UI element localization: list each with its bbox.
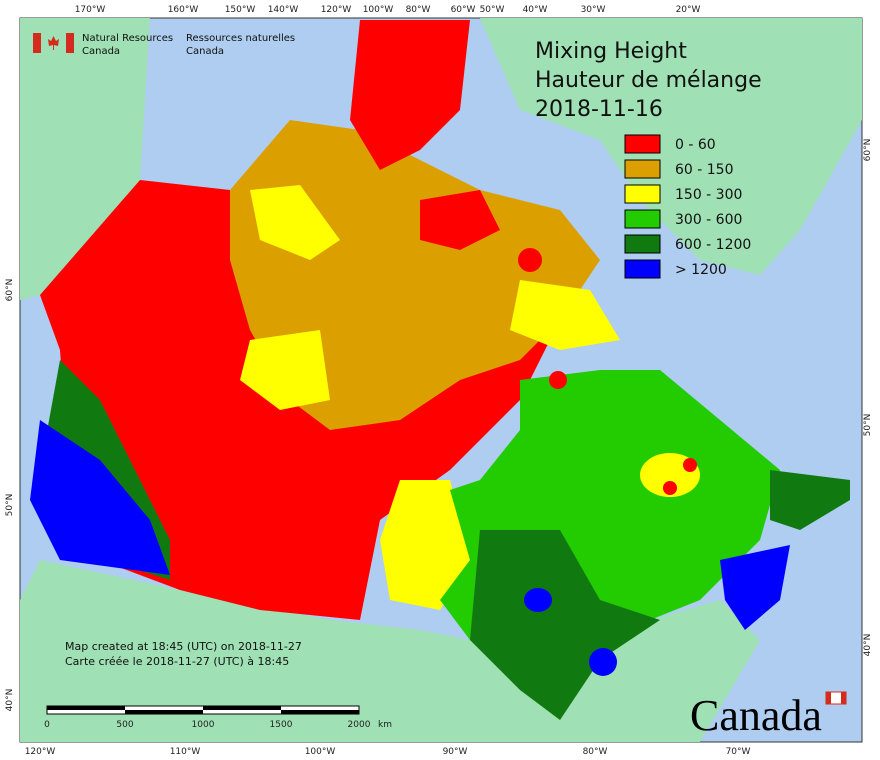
scale-labels: 0 500 1000 1500 2000 km <box>44 720 392 730</box>
latitude-label: 40°N <box>863 634 873 657</box>
longitude-label: 20°W <box>676 5 701 15</box>
agency: Canada <box>186 46 224 57</box>
zone-0-60-baffin <box>420 190 500 250</box>
scale-seg <box>47 706 125 710</box>
zone-150-300 <box>250 185 340 260</box>
latitude-label: 50°N <box>863 414 873 437</box>
scale-seg <box>281 710 359 714</box>
scale-seg <box>125 710 203 714</box>
longitude-label: 50°W <box>480 5 505 15</box>
scale-label: 2000 <box>348 720 371 730</box>
agency: Canada <box>82 46 120 57</box>
longitude-label: 120°W <box>321 5 352 15</box>
wordmark-flag <box>841 692 846 704</box>
longitude-label: 70°W <box>726 747 751 757</box>
scale-seg <box>203 706 281 710</box>
legend-label: > 1200 <box>675 262 727 278</box>
title: Hauteur de mélange <box>535 68 762 93</box>
longitude-label: 100°W <box>363 5 394 15</box>
zone-600-1200 <box>470 530 660 720</box>
scale-unit: km <box>378 720 392 730</box>
legend-swatch <box>624 184 661 204</box>
legend-label: 60 - 150 <box>675 162 734 178</box>
longitude-label: 100°W <box>305 747 336 757</box>
zone-over-1200-spot <box>589 648 617 676</box>
zone-0-60-spot <box>683 458 697 472</box>
zone-150-300-ungava <box>510 280 620 350</box>
zone-150-300-nunavut <box>240 330 330 410</box>
zone-0-60-spot <box>549 371 567 389</box>
scale-bar <box>46 705 360 715</box>
credit: Map created at 18:45 (UTC) on 2018-11-27 <box>65 640 302 653</box>
longitude-label: 170°W <box>75 5 106 15</box>
longitude-label: 90°W <box>443 747 468 757</box>
scale-label: 1500 <box>270 720 293 730</box>
wordmark: Canada <box>690 691 822 740</box>
scale-label: 1000 <box>192 720 215 730</box>
title: Mixing Height <box>535 39 687 64</box>
legend-label: 0 - 60 <box>675 137 716 153</box>
longitude-label: 80°W <box>583 747 608 757</box>
legend-label: 150 - 300 <box>675 187 742 203</box>
zone-over-1200-spot <box>524 588 552 612</box>
legend-label: 600 - 1200 <box>675 237 751 253</box>
longitude-label: 60°W <box>451 5 476 15</box>
zone-150-300-ontario <box>380 480 470 610</box>
latitude-label: 60°N <box>5 279 15 302</box>
longitude-label: 160°W <box>168 5 199 15</box>
agency: Natural Resources <box>82 33 173 44</box>
longitude-label: 40°W <box>523 5 548 15</box>
zone-0-60-spot <box>663 481 677 495</box>
longitude-label: 80°W <box>406 5 431 15</box>
flag-bar <box>33 33 41 53</box>
longitude-label: 140°W <box>268 5 299 15</box>
greenland <box>480 18 862 275</box>
credit: Carte créée le 2018-11-27 (UTC) à 18:45 <box>65 655 289 668</box>
longitude-label: 120°W <box>25 747 56 757</box>
scale-label: 500 <box>116 720 133 730</box>
zone-over-1200-maritimes <box>720 545 790 630</box>
latitude-label: 60°N <box>863 139 873 162</box>
maple-leaf <box>48 36 59 50</box>
flag-bar <box>66 33 74 53</box>
longitude-label: 150°W <box>225 5 256 15</box>
legend-swatch <box>624 234 661 254</box>
zone-over-1200-bc <box>30 420 170 575</box>
scale-label: 0 <box>44 720 50 730</box>
date: 2018-11-16 <box>535 97 663 122</box>
agency: Ressources naturelles <box>186 33 295 44</box>
legend-swatch <box>624 209 661 229</box>
legend-swatch <box>624 134 661 154</box>
longitude-label: 110°W <box>170 747 201 757</box>
legend: 0 - 60 60 - 150 150 - 300 300 - 600 600 - 12… <box>624 134 751 279</box>
longitude-label: 30°W <box>581 5 606 15</box>
graticule-labels: 170°W 160°W 150°W 140°W 120°W 100°W 80°W 60°W 50… <box>5 5 873 757</box>
legend-swatch <box>624 159 661 179</box>
zone-0-60-arctic <box>350 20 470 170</box>
latitude-label: 50°N <box>5 494 15 517</box>
legend-label: 300 - 600 <box>675 212 742 228</box>
legend-swatch <box>624 259 661 279</box>
latitude-label: 40°N <box>5 689 15 712</box>
zone-600-1200-nfld <box>770 470 850 530</box>
alaska <box>20 18 150 300</box>
zone-0-60-spot <box>518 248 542 272</box>
wordmark-flag <box>826 692 831 704</box>
